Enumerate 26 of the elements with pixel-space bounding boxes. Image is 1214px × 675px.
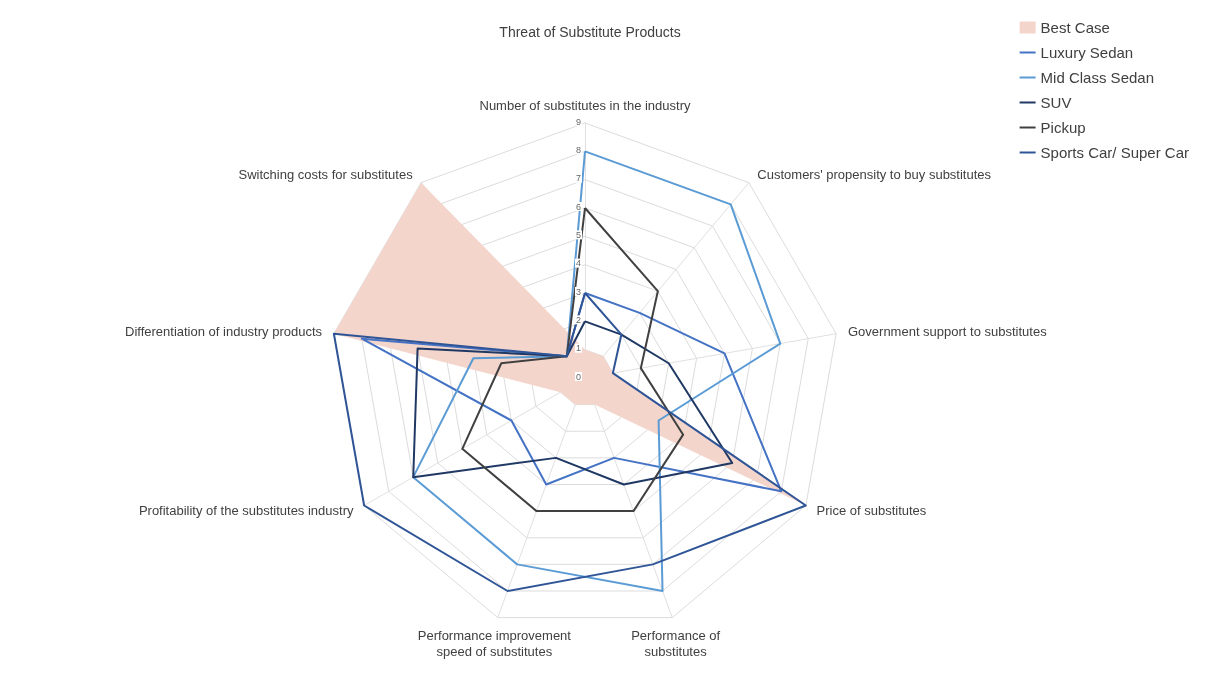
spoke-label: Performance of substitutes: [631, 627, 721, 659]
spoke-label: Government support to substitutes: [847, 324, 1048, 340]
spoke-label: Customers' propensity to buy substitutes: [757, 167, 992, 183]
y-tick-label: 2: [575, 314, 582, 325]
y-tick-label: 1: [575, 343, 582, 354]
chart-title: Threat of Substitute Products: [499, 24, 681, 40]
y-tick-label: 9: [575, 116, 582, 127]
spoke-label: Price of substitutes: [816, 503, 927, 518]
y-tick-label: 4: [575, 258, 582, 269]
legend-label: Best Case: [1040, 19, 1110, 36]
spoke-label: Switching costs for substitutes: [238, 167, 414, 183]
y-tick-label: 6: [575, 201, 582, 212]
y-tick-label: 8: [575, 144, 582, 155]
y-tick-label: 0: [575, 371, 582, 382]
y-tick-label: 3: [575, 286, 582, 297]
spoke-label: Profitability of the substitutes industry: [138, 503, 354, 518]
spoke-label: Performance improvement speed of substitutes: [417, 627, 572, 659]
legend-label: Sports Car/ Super Car: [1040, 144, 1189, 161]
legend-label: Luxury Sedan: [1040, 44, 1134, 61]
y-tick-label: 7: [575, 173, 582, 184]
y-tick-label: 5: [575, 229, 582, 240]
legend-label: SUV: [1040, 94, 1072, 111]
legend-label: Mid Class Sedan: [1040, 69, 1154, 86]
spoke-label: Number of substitutes in the industry: [479, 97, 691, 113]
legend-label: Pickup: [1040, 119, 1086, 136]
spoke-label: Differentiation of industry products: [124, 324, 323, 340]
